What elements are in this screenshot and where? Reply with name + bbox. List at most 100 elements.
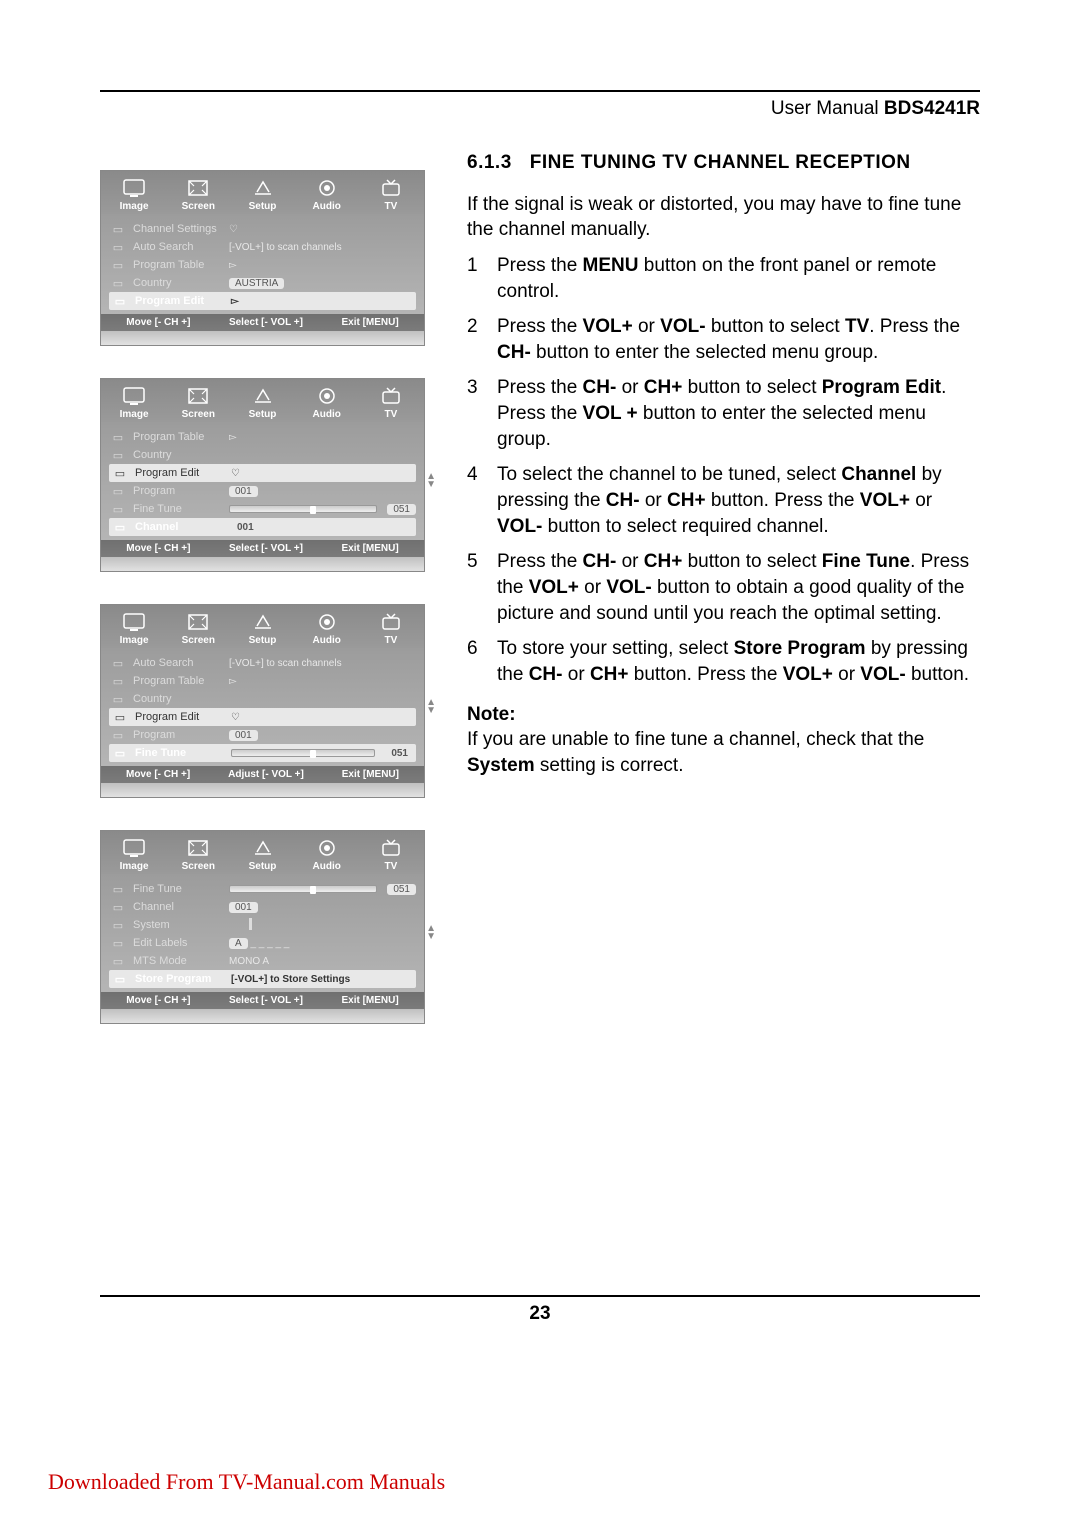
osd-menu-2: ImageScreenSetupAudioTV ▭Program Table▻ … (100, 378, 425, 572)
osd-tab-screen: Screen (173, 837, 223, 872)
row-icon: ▭ (109, 222, 127, 236)
screen-tab-icon (184, 385, 212, 407)
row-icon: ▭ (109, 240, 127, 254)
finetune-value: 051 (387, 504, 416, 515)
finetune-slider (231, 749, 375, 757)
section-title-text: FINE TUNING TV CHANNEL RECEPTION (530, 152, 911, 173)
row-icon: ▭ (109, 430, 127, 444)
row-icon: ▭ (111, 466, 129, 480)
screen-tab-icon (184, 611, 212, 633)
intro-paragraph: If the signal is weak or distorted, you … (467, 192, 980, 243)
submenu-icon: ▻ (229, 260, 416, 271)
tab-label: Audio (302, 861, 352, 872)
row-icon: ▭ (111, 294, 129, 308)
hint-adjust: Adjust [- VOL +] (228, 769, 304, 780)
image-tab-icon (120, 837, 148, 859)
manual-label: User Manual (771, 98, 879, 119)
osd-hint-bar: Move [- CH +] Select [- VOL +] Exit [MEN… (101, 540, 424, 557)
tab-label: Setup (237, 201, 287, 212)
osd-body: ▭Fine Tune051 ▭Channel001 ▭System ▭Edit … (101, 874, 424, 992)
step-number: 3 (467, 375, 497, 452)
tab-label: Image (109, 409, 159, 420)
row-label: System (133, 919, 223, 931)
osd-column: ImageScreenSetupAudioTV ▭Channel Setting… (100, 150, 425, 1024)
osd-hint-bar: Move [- CH +] Select [- VOL +] Exit [MEN… (101, 314, 424, 331)
hint-select: Select [- VOL +] (229, 543, 303, 554)
osd-tab-image: Image (109, 385, 159, 420)
row-label: Country (133, 693, 223, 705)
section-heading: 6.1.3 FINE TUNING TV CHANNEL RECEPTION (467, 150, 980, 176)
tv-tab-icon (377, 385, 405, 407)
row-icon: ▭ (109, 882, 127, 896)
osd-shadow (101, 1009, 424, 1023)
setup-tab-icon (249, 177, 277, 199)
scroll-arrows-icon: ▲▼ (426, 925, 436, 941)
system-marker-icon (249, 918, 252, 930)
row-icon: ▭ (109, 900, 127, 914)
tv-tab-icon (377, 837, 405, 859)
row-label: Program (133, 485, 223, 497)
step-number: 5 (467, 549, 497, 626)
setup-tab-icon (249, 837, 277, 859)
submenu-icon: ▻ (229, 432, 416, 443)
hint-select: Select [- VOL +] (229, 317, 303, 328)
row-icon: ▭ (109, 954, 127, 968)
row-icon: ▭ (111, 520, 129, 534)
osd-body: ▭Channel Settings♡ ▭Auto Search[-VOL+] t… (101, 214, 424, 314)
heart-icon: ♡ (231, 468, 414, 479)
row-icon: ▭ (109, 448, 127, 462)
osd-shadow (101, 783, 424, 797)
row-label: Country (133, 449, 223, 461)
model-number: BDS4241R (884, 98, 980, 119)
download-source-link[interactable]: Downloaded From TV-Manual.com Manuals (48, 1469, 445, 1495)
step-item: 4To select the channel to be tuned, sele… (467, 462, 980, 539)
osd-tab-setup: Setup (237, 177, 287, 212)
submenu-icon: ▻ (231, 296, 414, 307)
osd-tabs: ImageScreenSetupAudioTV (101, 171, 424, 214)
footer-rule (100, 1295, 980, 1297)
tab-label: TV (366, 201, 416, 212)
step-item: 2Press the VOL+ or VOL- button to select… (467, 314, 980, 365)
tab-label: Audio (302, 635, 352, 646)
hint-move: Move [- CH +] (126, 995, 190, 1006)
row-label: Edit Labels (133, 937, 223, 949)
row-label: Country (133, 277, 223, 289)
row-icon: ▭ (109, 692, 127, 706)
osd-tab-tv: TV (366, 837, 416, 872)
image-tab-icon (120, 611, 148, 633)
hint-exit: Exit [MENU] (341, 543, 398, 554)
tab-label: Screen (173, 635, 223, 646)
country-value: AUSTRIA (229, 278, 284, 289)
heart-icon: ♡ (231, 712, 414, 723)
row-label: Store Program (135, 973, 225, 985)
hint-select: Select [- VOL +] (229, 995, 303, 1006)
section-number: 6.1.3 (467, 152, 512, 173)
scan-hint: [-VOL+] to scan channels (229, 658, 416, 669)
row-icon: ▭ (109, 502, 127, 516)
tab-label: Audio (302, 409, 352, 420)
row-icon: ▭ (109, 276, 127, 290)
osd-tab-setup: Setup (237, 837, 287, 872)
audio-tab-icon (313, 177, 341, 199)
osd-shadow (101, 331, 424, 345)
step-number: 2 (467, 314, 497, 365)
row-icon: ▭ (109, 656, 127, 670)
tab-label: Setup (237, 635, 287, 646)
header-rule (100, 90, 980, 92)
note-body: If you are unable to fine tune a channel… (467, 727, 980, 778)
finetune-slider (229, 885, 377, 893)
osd-tab-setup: Setup (237, 385, 287, 420)
step-list: 1Press the MENU button on the front pane… (467, 253, 980, 688)
row-label: Channel (133, 901, 223, 913)
osd-tab-tv: TV (366, 385, 416, 420)
channel-value: 001 (229, 902, 258, 913)
mts-value: MONO A (229, 956, 416, 967)
tab-label: TV (366, 409, 416, 420)
audio-tab-icon (313, 385, 341, 407)
row-label: Program Table (133, 431, 223, 443)
osd-menu-3: ImageScreenSetupAudioTV ▭Auto Search[-VO… (100, 604, 425, 798)
tab-label: Image (109, 635, 159, 646)
step-text: To select the channel to be tuned, selec… (497, 462, 980, 539)
finetune-slider (229, 505, 377, 513)
screen-tab-icon (184, 837, 212, 859)
